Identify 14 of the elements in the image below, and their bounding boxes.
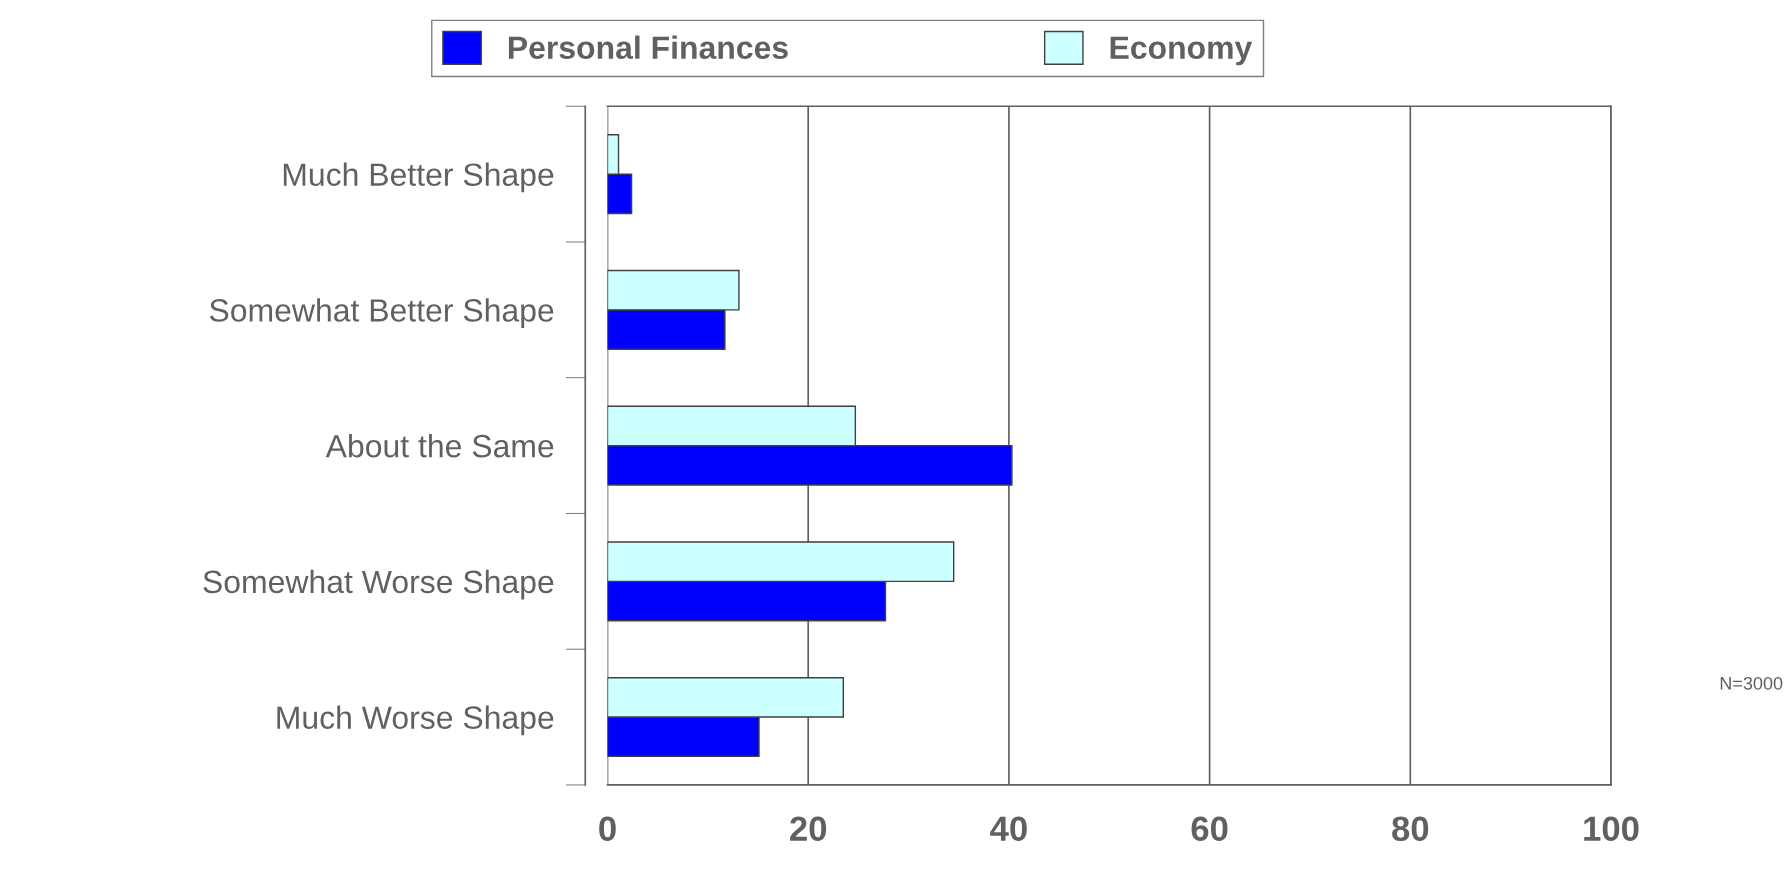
x-tick-label: 100	[1584, 816, 1639, 841]
y-tick-label: Somewhat Better Shape	[209, 298, 554, 329]
x-tick-label: 0	[599, 816, 616, 841]
x-tick-label: 80	[1392, 816, 1429, 841]
text: N=3000	[1720, 676, 1783, 690]
legend-label: Personal Finances	[508, 35, 788, 60]
y-tick-label: Much Worse Shape	[277, 705, 554, 736]
y-tick-label: About the Same	[325, 434, 554, 458]
y-tick-label: Somewhat Worse Shape	[203, 569, 554, 600]
x-tick-label: 60	[1191, 816, 1228, 841]
y-tick-label: Much Better Shape	[283, 162, 554, 193]
legend-label: Economy	[1110, 36, 1253, 66]
x-tick-label: 40	[990, 816, 1027, 841]
x-tick-label: 20	[790, 816, 827, 841]
